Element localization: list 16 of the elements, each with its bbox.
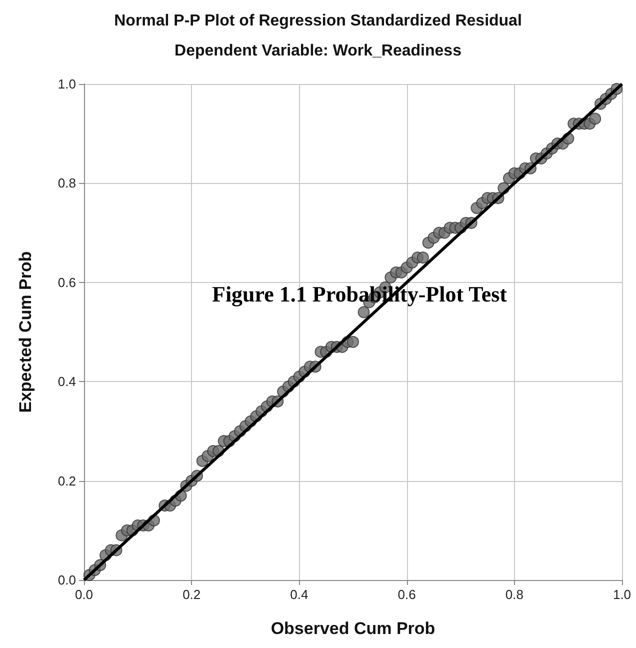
- y-tick-label: 0.4: [58, 374, 76, 390]
- x-tick-label: 0.2: [182, 587, 201, 602]
- x-tick-label: 0.0: [74, 587, 94, 602]
- chart-title: Normal P-P Plot of Regression Standardized Residual: [114, 12, 522, 30]
- x-tick-label: 1.0: [612, 587, 632, 602]
- y-axis-title: Expected Cum Prob: [16, 251, 35, 413]
- y-tick-label: 1.0: [58, 76, 76, 92]
- y-tick-label: 0.0: [58, 572, 76, 588]
- x-axis-title: Observed Cum Prob: [270, 619, 436, 638]
- y-tick-label: 0.8: [58, 176, 76, 191]
- x-tick-label: 0.8: [505, 587, 524, 602]
- y-tick-label: 0.6: [58, 274, 76, 290]
- y-tick-label: 0.2: [58, 473, 76, 488]
- x-tick-label: 0.4: [290, 587, 308, 602]
- chart-subtitle: Dependent Variable: Work_Readiness: [174, 42, 462, 60]
- x-tick-label: 0.6: [398, 587, 416, 602]
